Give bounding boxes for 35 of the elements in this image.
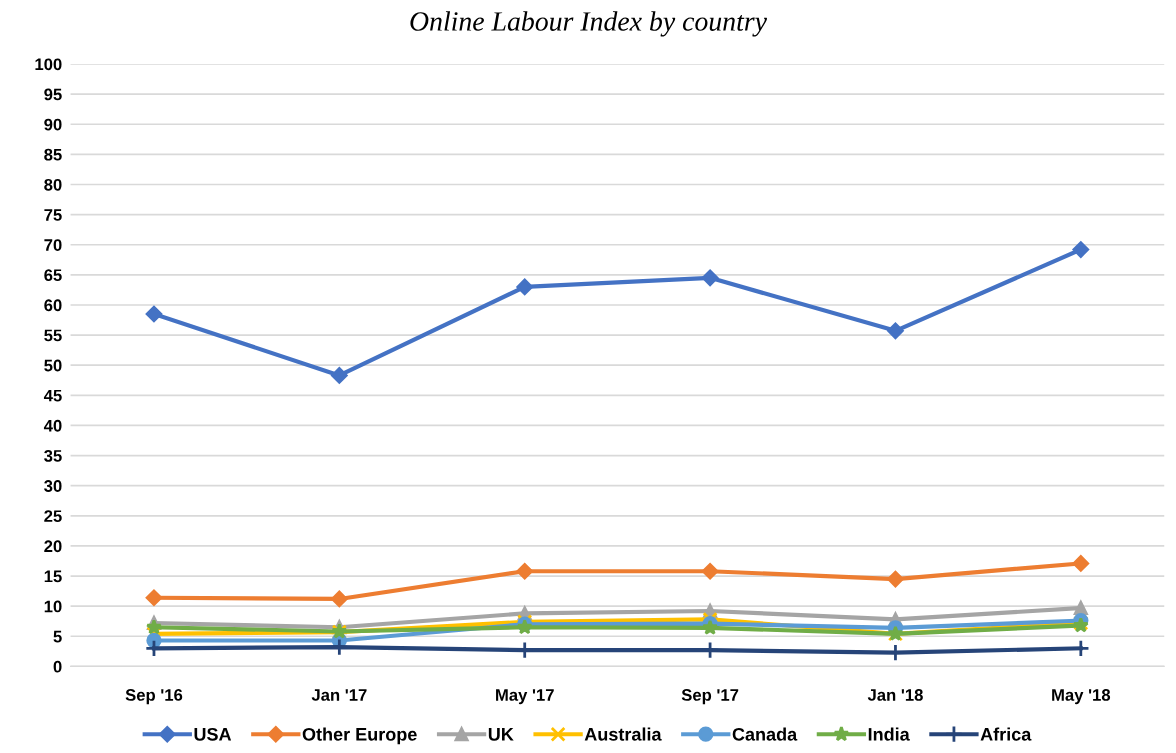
legend-label: Other Europe [302,727,417,745]
x-tick-label: Jan '18 [867,689,923,701]
legend-label: Australia [584,727,662,741]
x-tick-label: May '18 [1052,689,1111,705]
x-tick-label: Sep '16 [125,689,183,705]
y-tick-label: 30 [44,480,62,492]
y-tick-label: 75 [44,209,62,221]
legend-label: USA [194,727,232,741]
x-tick-label: Jan '17 [311,689,367,701]
y-tick-label: 35 [44,449,62,462]
legend-label: Canada [732,727,798,741]
y-tick-label: 65 [44,269,62,282]
y-tick-label: 70 [44,239,62,251]
y-tick-label: 15 [44,570,62,583]
y-tick-label: 20 [44,540,62,553]
x-tick-label: Sep '17 [681,689,739,705]
y-tick-label: 10 [44,600,62,613]
y-tick-label: 0 [53,660,62,673]
y-tick-label: 100 [35,58,62,71]
y-tick-label: 80 [44,178,62,191]
y-tick-label: 90 [44,118,62,131]
y-tick-label: 25 [44,510,62,523]
y-tick-label: 60 [44,299,62,312]
y-tick-label: 55 [44,329,62,342]
y-tick-label: 5 [53,630,62,643]
x-tick-label: May '17 [496,689,554,705]
legend-label: India [868,727,910,741]
chart-title: Online Labour Index by country [410,11,767,37]
y-tick-label: 95 [44,88,62,101]
y-tick-label: 40 [43,419,62,432]
y-tick-label: 50 [44,359,62,372]
legend-label: Africa [980,727,1032,741]
legend-label: UK [488,728,514,741]
y-tick-label: 45 [43,389,62,402]
y-tick-label: 85 [44,148,62,161]
